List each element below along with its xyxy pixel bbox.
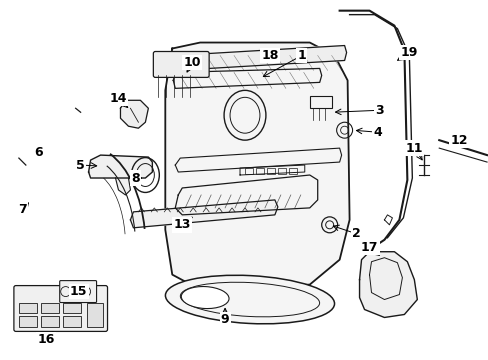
Polygon shape [115,178,130,195]
Text: 18: 18 [261,49,278,62]
Bar [288,168,296,174]
Bar [266,168,274,174]
Bar [244,168,252,174]
Text: 6: 6 [35,145,43,159]
Text: 14: 14 [109,92,127,105]
Text: 12: 12 [449,134,467,147]
Ellipse shape [165,275,334,324]
Text: 5: 5 [76,158,85,172]
Text: 9: 9 [220,313,229,326]
Bar [277,168,285,174]
Ellipse shape [181,287,228,309]
Bar [86,302,102,328]
Text: 16: 16 [37,333,54,346]
Bar [255,168,264,174]
Bar [19,302,37,314]
FancyBboxPatch shape [60,280,96,302]
Bar [41,302,59,314]
Bar [62,316,81,328]
Polygon shape [173,45,346,71]
Text: 1: 1 [297,49,305,62]
FancyBboxPatch shape [14,285,107,332]
Text: 10: 10 [183,56,201,69]
Polygon shape [165,42,349,289]
Text: 4: 4 [372,126,381,139]
Text: 17: 17 [360,241,378,254]
Polygon shape [359,252,416,318]
Text: 8: 8 [131,171,140,185]
Bar [19,316,37,328]
Text: 3: 3 [374,104,383,117]
Bar [309,96,331,108]
Bar [41,316,59,328]
Polygon shape [88,155,152,178]
Bar [62,302,81,314]
Text: 11: 11 [405,141,422,155]
Text: 15: 15 [70,285,87,298]
Text: 2: 2 [351,227,360,240]
Polygon shape [120,100,148,128]
Text: 7: 7 [19,203,27,216]
Text: 19: 19 [400,46,417,59]
Text: 13: 13 [173,218,190,231]
Polygon shape [130,200,277,228]
FancyBboxPatch shape [153,51,209,77]
